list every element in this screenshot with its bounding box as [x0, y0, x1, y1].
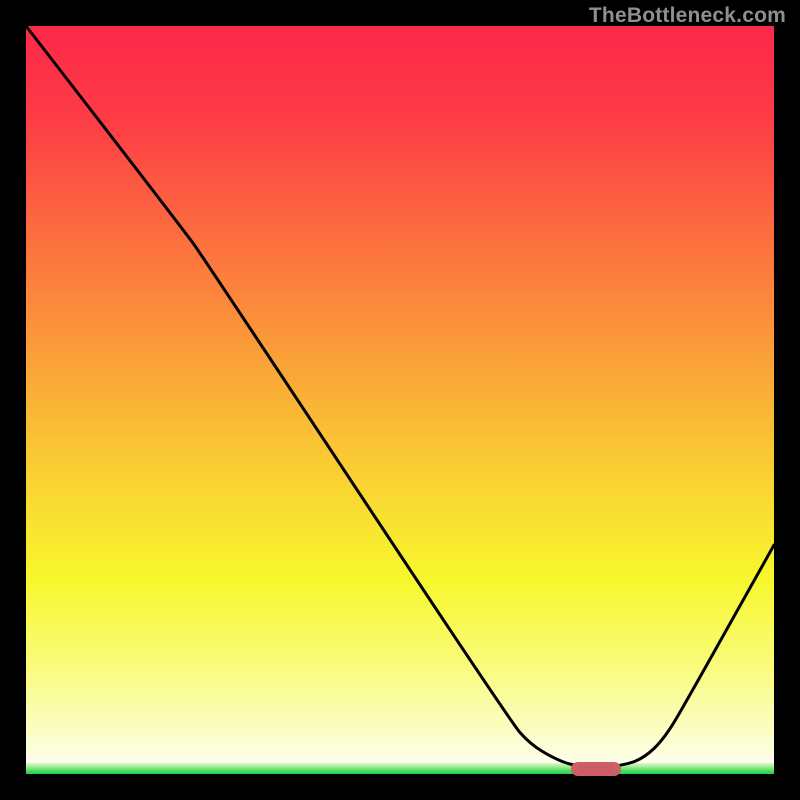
plot-area: [26, 26, 774, 774]
chart-frame: TheBottleneck.com: [0, 0, 800, 800]
bottleneck-chart: [0, 0, 800, 800]
watermark-text: TheBottleneck.com: [589, 4, 786, 28]
green-baseline-band: [26, 763, 774, 774]
optimum-marker: [571, 762, 621, 776]
